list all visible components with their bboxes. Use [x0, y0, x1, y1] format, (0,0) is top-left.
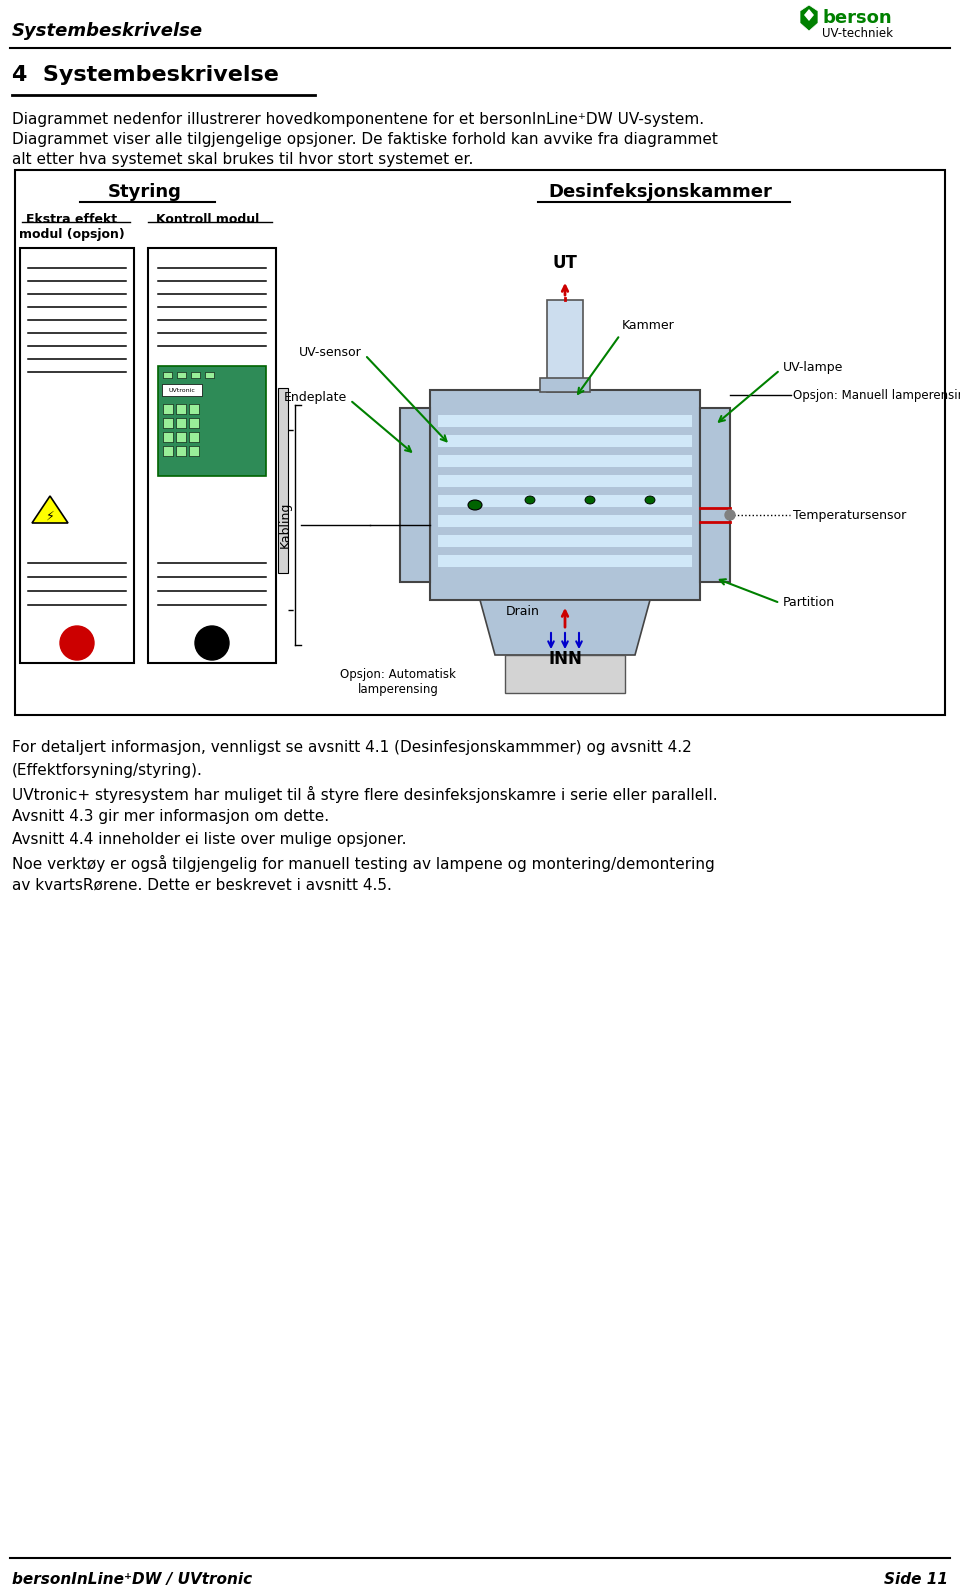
- Text: av kvartsRørene. Dette er beskrevet i avsnitt 4.5.: av kvartsRørene. Dette er beskrevet i av…: [12, 878, 392, 892]
- Polygon shape: [32, 496, 68, 523]
- Text: Desinfeksjonskammer: Desinfeksjonskammer: [548, 182, 772, 201]
- Text: Opsjon: Manuell lamperensing: Opsjon: Manuell lamperensing: [793, 388, 960, 401]
- Text: Kontroll modul: Kontroll modul: [156, 212, 259, 227]
- Text: Ekstra effekt
modul (opsjon): Ekstra effekt modul (opsjon): [19, 212, 125, 241]
- Text: Opsjon: Automatisk
lamperensing: Opsjon: Automatisk lamperensing: [340, 667, 456, 696]
- Polygon shape: [804, 10, 814, 21]
- Ellipse shape: [468, 499, 482, 510]
- Bar: [438, 455, 692, 468]
- Bar: [700, 407, 730, 582]
- Bar: [163, 418, 173, 428]
- Text: For detaljert informasjon, vennligst se avsnitt 4.1 (Desinfesjonskammmer) og avs: For detaljert informasjon, vennligst se …: [12, 740, 692, 754]
- Bar: [438, 415, 692, 426]
- Text: Temperatursensor: Temperatursensor: [793, 509, 906, 521]
- Polygon shape: [480, 601, 650, 655]
- Bar: [505, 655, 625, 693]
- Bar: [163, 404, 173, 414]
- Bar: [205, 372, 214, 377]
- Circle shape: [60, 626, 94, 659]
- Ellipse shape: [645, 496, 655, 504]
- Bar: [176, 445, 186, 456]
- Circle shape: [725, 510, 735, 520]
- Circle shape: [195, 626, 229, 659]
- Text: Drain: Drain: [506, 605, 540, 618]
- Text: Diagrammet nedenfor illustrerer hovedkomponentene for et bersonInLine⁺DW UV-syst: Diagrammet nedenfor illustrerer hovedkom…: [12, 113, 704, 127]
- Bar: [189, 445, 199, 456]
- Bar: [438, 434, 692, 447]
- Bar: [438, 476, 692, 487]
- Text: Kammer: Kammer: [622, 319, 675, 331]
- Text: INN: INN: [548, 650, 582, 667]
- Bar: [176, 404, 186, 414]
- Bar: [547, 300, 583, 391]
- Ellipse shape: [585, 496, 595, 504]
- Bar: [163, 433, 173, 442]
- Bar: [438, 536, 692, 547]
- Text: Avsnitt 4.3 gir mer informasjon om dette.: Avsnitt 4.3 gir mer informasjon om dette…: [12, 808, 329, 824]
- Text: ⚡: ⚡: [46, 509, 55, 523]
- Bar: [176, 433, 186, 442]
- Bar: [176, 418, 186, 428]
- Ellipse shape: [525, 496, 535, 504]
- Bar: [438, 515, 692, 526]
- Text: Kabling: Kabling: [278, 502, 292, 548]
- Text: Avsnitt 4.4 inneholder ei liste over mulige opsjoner.: Avsnitt 4.4 inneholder ei liste over mul…: [12, 832, 406, 846]
- Polygon shape: [800, 5, 818, 32]
- Text: Diagrammet viser alle tilgjengelige opsjoner. De faktiske forhold kan avvike fra: Diagrammet viser alle tilgjengelige opsj…: [12, 132, 718, 147]
- Bar: [177, 372, 186, 377]
- Bar: [400, 407, 430, 582]
- Text: alt etter hva systemet skal brukes til hvor stort systemet er.: alt etter hva systemet skal brukes til h…: [12, 152, 473, 166]
- Bar: [438, 495, 692, 507]
- Text: Endeplate: Endeplate: [284, 391, 347, 404]
- Bar: [278, 388, 288, 574]
- Bar: [20, 247, 134, 663]
- Bar: [191, 372, 200, 377]
- Text: Partition: Partition: [783, 596, 835, 610]
- Bar: [540, 377, 590, 391]
- Bar: [189, 404, 199, 414]
- Bar: [163, 445, 173, 456]
- Text: (Effektforsyning/styring).: (Effektforsyning/styring).: [12, 762, 203, 778]
- Bar: [189, 418, 199, 428]
- Bar: [148, 247, 276, 663]
- Text: UT: UT: [553, 254, 577, 273]
- Text: berson: berson: [822, 10, 892, 27]
- Text: UV-techniek: UV-techniek: [822, 27, 893, 40]
- Text: UV-sensor: UV-sensor: [300, 346, 362, 358]
- Bar: [189, 433, 199, 442]
- Bar: [15, 170, 945, 715]
- Bar: [163, 372, 172, 377]
- Text: Side 11: Side 11: [884, 1572, 948, 1585]
- Bar: [158, 366, 266, 475]
- Text: UVtronic+ styresystem har muliget til å styre flere desinfeksjonskamre i serie e: UVtronic+ styresystem har muliget til å …: [12, 786, 718, 804]
- Bar: [162, 384, 202, 396]
- Text: UVtronic: UVtronic: [169, 387, 196, 393]
- Text: bersonInLine⁺DW / UVtronic: bersonInLine⁺DW / UVtronic: [12, 1572, 252, 1585]
- Text: 4  Systembeskrivelse: 4 Systembeskrivelse: [12, 65, 278, 86]
- Bar: [438, 555, 692, 567]
- Text: Systembeskrivelse: Systembeskrivelse: [12, 22, 204, 40]
- Text: Noe verktøy er også tilgjengelig for manuell testing av lampene og montering/dem: Noe verktøy er også tilgjengelig for man…: [12, 854, 715, 872]
- Text: UV-lampe: UV-lampe: [783, 361, 844, 374]
- Text: Styring: Styring: [108, 182, 182, 201]
- Bar: [430, 390, 700, 601]
